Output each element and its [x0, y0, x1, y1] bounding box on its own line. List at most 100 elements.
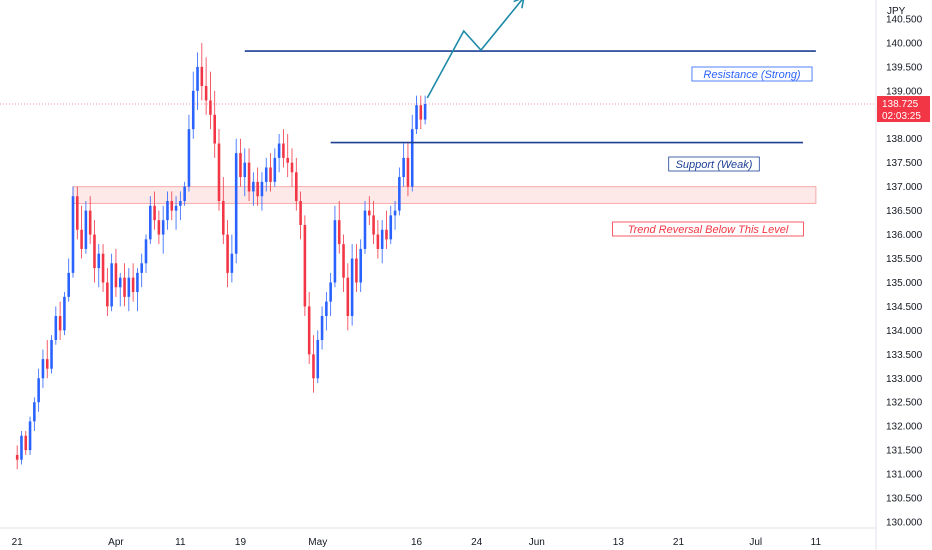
y-tick-label: 137.500: [886, 158, 923, 169]
candle-body: [217, 143, 221, 202]
candles: [15, 42, 427, 470]
candle-body: [325, 301, 328, 316]
candle-body: [230, 253, 234, 273]
candle-body: [174, 205, 178, 211]
y-tick-label: 136.000: [886, 230, 923, 241]
candle-body: [316, 339, 320, 379]
y-tick-label: 136.500: [886, 206, 923, 217]
candle-body: [97, 253, 101, 269]
candle-body: [196, 66, 199, 91]
candle-body: [144, 239, 148, 264]
x-tick-label: 21: [673, 537, 685, 548]
candle-body: [136, 272, 139, 293]
y-tick-label: 140.000: [886, 38, 923, 49]
candle-body: [127, 277, 131, 297]
current-price-badge: 138.725 02:03:25: [877, 96, 930, 123]
time-axis: 21 Apr 11 19 May 16 24 Jun 13 21 Jul 11: [12, 537, 822, 548]
y-tick-label: 138.000: [886, 134, 923, 145]
support-label: Support (Weak): [668, 156, 760, 172]
y-tick-label: 134.000: [886, 326, 923, 337]
candle-body: [183, 186, 186, 202]
candle-body: [58, 316, 62, 331]
candle-body: [376, 234, 380, 249]
resistance-label: Resistance (Strong): [691, 66, 813, 82]
candle-body: [312, 354, 315, 379]
resistance-label-text: Resistance (Strong): [703, 69, 801, 81]
candle-body: [355, 258, 358, 283]
candle-body: [67, 272, 70, 297]
candle-body: [385, 229, 388, 240]
projection-arrowhead: [513, 0, 525, 9]
candle-body: [372, 215, 375, 235]
candle-body: [333, 220, 337, 283]
y-tick-label: 131.000: [886, 470, 923, 481]
candle-body: [101, 253, 105, 283]
y-tick-label: 130.500: [886, 494, 923, 505]
candle-body: [123, 277, 126, 297]
candle-body: [303, 224, 307, 307]
candle-body: [149, 205, 152, 240]
candle-body: [329, 282, 332, 302]
candle-body: [239, 153, 242, 178]
candle-body: [204, 86, 208, 101]
candle-body: [269, 167, 272, 182]
candle-body: [131, 277, 135, 293]
candle-body: [406, 157, 410, 187]
candle-body: [273, 157, 277, 182]
y-tick-label: 139.000: [886, 86, 923, 97]
candle-body: [295, 172, 298, 202]
y-tick-label: 132.000: [886, 422, 923, 433]
support-label-box: [668, 156, 760, 172]
candle-body: [234, 153, 238, 254]
candle-body: [71, 196, 75, 273]
candle-body: [346, 277, 350, 316]
candle-body: [187, 129, 191, 187]
candle-body: [88, 210, 92, 235]
candle-body: [33, 402, 36, 422]
candle-body: [264, 167, 268, 182]
candle-body: [24, 435, 28, 451]
candle-body: [389, 215, 393, 240]
candle-body: [320, 316, 324, 340]
y-tick-label: 135.000: [886, 278, 923, 289]
currency-label: JPY: [887, 6, 906, 17]
candle-body: [402, 157, 405, 178]
candle-body: [415, 105, 418, 130]
support-label-text: Support (Weak): [676, 159, 753, 171]
candle-body: [200, 66, 204, 87]
y-tick-label: 130.000: [886, 518, 923, 529]
candle-body: [191, 90, 195, 130]
y-tick-label: 137.000: [886, 182, 923, 193]
x-tick-label: 24: [471, 537, 483, 548]
candle-body: [106, 282, 109, 307]
candle-body: [299, 201, 302, 225]
candle-body: [337, 220, 341, 245]
level-lines: Resistance (Strong) Support (Weak) Trend R…: [244, 50, 816, 237]
reversal-label: Trend Reversal Below This Level: [612, 221, 804, 237]
projection-line: [426, 0, 523, 99]
y-tick-label: 133.500: [886, 350, 923, 361]
x-tick-label: 19: [235, 537, 247, 548]
resistance-label-box: [691, 66, 813, 82]
candle-body: [110, 263, 113, 307]
candle-body: [380, 229, 384, 249]
x-tick-label: 11: [175, 537, 186, 548]
y-tick-label: 139.500: [886, 62, 923, 73]
candle-body: [243, 162, 247, 178]
candle-body: [50, 339, 53, 369]
candle-body: [93, 234, 96, 269]
x-tick-label: 13: [613, 537, 625, 548]
candle-body: [118, 277, 122, 288]
y-tick-label: 134.500: [886, 302, 923, 313]
candle-body: [410, 129, 414, 187]
candle-body: [179, 201, 182, 206]
y-tick-label: 131.500: [886, 446, 923, 457]
candle-body: [252, 181, 255, 192]
candle-body: [37, 378, 40, 403]
candle-body: [350, 258, 354, 316]
candle-body: [398, 177, 401, 211]
candle-body: [84, 210, 88, 249]
candle-body: [307, 306, 311, 355]
x-tick-label: 21: [12, 537, 24, 548]
